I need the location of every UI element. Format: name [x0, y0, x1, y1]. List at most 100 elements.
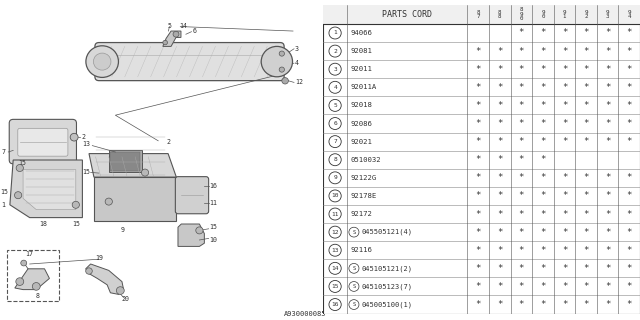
Text: *: *	[605, 300, 611, 309]
Text: *: *	[627, 264, 632, 273]
Text: *: *	[562, 65, 567, 74]
Text: *: *	[583, 83, 589, 92]
Text: 9
1: 9 1	[563, 10, 566, 19]
Text: 92178E: 92178E	[351, 193, 377, 199]
Circle shape	[93, 53, 111, 70]
Text: 8
8: 8 8	[498, 10, 502, 19]
Text: *: *	[497, 282, 502, 291]
Text: 12: 12	[295, 79, 303, 85]
Text: *: *	[627, 191, 632, 200]
Text: 15: 15	[72, 221, 81, 227]
Text: *: *	[497, 191, 502, 200]
Polygon shape	[86, 264, 124, 294]
Circle shape	[15, 192, 22, 199]
Text: *: *	[605, 173, 611, 182]
Text: *: *	[476, 101, 481, 110]
Text: *: *	[476, 65, 481, 74]
Text: 3: 3	[333, 67, 337, 72]
Text: *: *	[518, 119, 524, 128]
Text: *: *	[476, 228, 481, 236]
Text: *: *	[627, 210, 632, 219]
Circle shape	[32, 283, 40, 290]
Text: 2: 2	[333, 49, 337, 54]
Bar	[323, 5, 640, 24]
Text: 9
3: 9 3	[606, 10, 609, 19]
Text: *: *	[476, 282, 481, 291]
Text: 15: 15	[209, 224, 218, 230]
Polygon shape	[89, 154, 177, 177]
Text: *: *	[540, 28, 545, 37]
Text: *: *	[605, 101, 611, 110]
Text: 3: 3	[295, 46, 299, 52]
Text: *: *	[583, 137, 589, 146]
Text: *: *	[540, 210, 545, 219]
Text: *: *	[583, 228, 589, 236]
Polygon shape	[10, 160, 83, 218]
Text: *: *	[518, 83, 524, 92]
Text: *: *	[518, 282, 524, 291]
Text: 15: 15	[332, 284, 339, 289]
Text: 16: 16	[209, 183, 218, 189]
Text: *: *	[562, 264, 567, 273]
Text: *: *	[540, 155, 545, 164]
Text: 15: 15	[83, 169, 90, 175]
Bar	[111, 152, 140, 171]
Circle shape	[86, 268, 92, 274]
Text: *: *	[518, 137, 524, 146]
Text: *: *	[605, 228, 611, 236]
Text: *: *	[562, 137, 567, 146]
Text: 92018: 92018	[351, 102, 372, 108]
Text: *: *	[583, 246, 589, 255]
Text: 7: 7	[333, 139, 337, 144]
Text: *: *	[540, 137, 545, 146]
Text: 4: 4	[295, 60, 299, 66]
Text: 6: 6	[333, 121, 337, 126]
Text: *: *	[605, 191, 611, 200]
Text: *: *	[540, 65, 545, 74]
FancyBboxPatch shape	[175, 177, 209, 214]
Text: *: *	[476, 137, 481, 146]
Circle shape	[196, 227, 203, 234]
Text: *: *	[497, 119, 502, 128]
Text: *: *	[583, 264, 589, 273]
Text: *: *	[540, 119, 545, 128]
Text: *: *	[627, 300, 632, 309]
Text: *: *	[627, 246, 632, 255]
Text: *: *	[627, 83, 632, 92]
Text: 92011: 92011	[351, 66, 372, 72]
Text: 19: 19	[95, 255, 104, 260]
Text: *: *	[476, 246, 481, 255]
Text: *: *	[476, 191, 481, 200]
Circle shape	[163, 40, 168, 45]
Text: 0510032: 0510032	[351, 157, 381, 163]
Text: 7: 7	[2, 149, 6, 155]
Text: *: *	[476, 83, 481, 92]
Text: *: *	[562, 119, 567, 128]
Text: 13: 13	[332, 248, 339, 253]
Text: *: *	[476, 173, 481, 182]
Text: *: *	[518, 28, 524, 37]
Text: 92011A: 92011A	[351, 84, 377, 90]
Text: *: *	[605, 264, 611, 273]
Text: *: *	[562, 173, 567, 182]
Text: *: *	[627, 119, 632, 128]
Circle shape	[20, 260, 27, 266]
Text: *: *	[518, 246, 524, 255]
Text: 5: 5	[168, 23, 172, 28]
Circle shape	[261, 46, 292, 77]
Text: *: *	[605, 47, 611, 56]
Text: *: *	[627, 137, 632, 146]
Text: *: *	[497, 264, 502, 273]
Text: 10: 10	[209, 237, 218, 243]
Text: *: *	[562, 228, 567, 236]
Text: *: *	[540, 83, 545, 92]
Text: 92081: 92081	[351, 48, 372, 54]
Text: *: *	[605, 282, 611, 291]
Text: *: *	[540, 300, 545, 309]
Text: 13: 13	[83, 141, 90, 147]
Text: 16: 16	[332, 302, 339, 307]
Text: *: *	[497, 83, 502, 92]
Polygon shape	[23, 170, 76, 210]
Text: 11: 11	[332, 212, 339, 217]
Text: *: *	[518, 101, 524, 110]
